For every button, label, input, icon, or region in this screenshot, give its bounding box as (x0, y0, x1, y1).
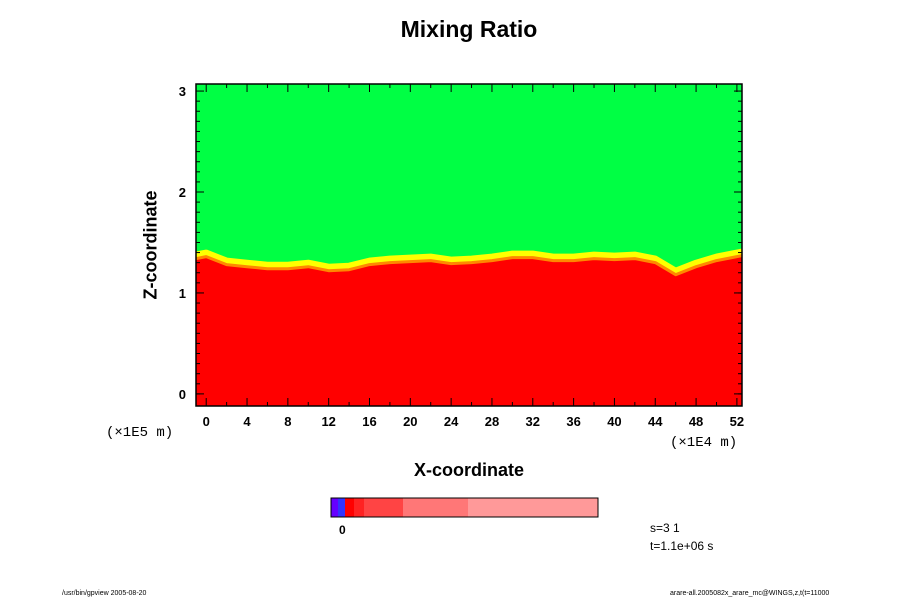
x-tick-label: 36 (566, 414, 580, 429)
footer-command: /usr/bin/gpview 2005-08-20 (62, 590, 147, 597)
chart-title: Mixing Ratio (400, 16, 538, 42)
x-tick-label: 12 (321, 414, 335, 429)
colorbar-zero-label: 0 (339, 523, 346, 537)
x-axis-label: X-coordinate (413, 460, 524, 480)
x-scale-label: (×1E4 m) (670, 435, 738, 451)
x-tick-label: 0 (203, 414, 210, 429)
interface-band (196, 248, 742, 274)
x-tick-label: 40 (607, 414, 621, 429)
colorbar (330, 497, 599, 518)
x-tick-label: 4 (243, 414, 251, 429)
y-axis-label: Z-coordinate (140, 190, 161, 300)
x-tick-label: 52 (730, 414, 744, 429)
x-tick-label: 32 (526, 414, 540, 429)
colorbar-segment (331, 498, 338, 517)
x-tick-label: 48 (689, 414, 703, 429)
colorbar-segment (403, 498, 468, 517)
colorbar-segment (364, 498, 403, 517)
y-scale-label: (×1E5 m) (106, 425, 174, 441)
step-label: s=3 1 (650, 521, 680, 535)
y-tick-label: 1 (179, 286, 186, 301)
plot-frame (195, 83, 743, 407)
x-axis: 0 4 8 12 16 20 24 28 32 36 40 44 48 52 (203, 84, 744, 429)
y-tick-label: 0 (179, 387, 186, 402)
interface-band-inner (196, 254, 742, 277)
x-tick-label: 16 (362, 414, 376, 429)
x-tick-label: 8 (284, 414, 291, 429)
y-tick-label: 2 (179, 185, 186, 200)
colorbar-segment (345, 498, 354, 517)
colorbar-frame (330, 497, 599, 518)
colorbar-segment (354, 498, 364, 517)
heatmap-field (196, 84, 742, 406)
footer-source: arare-all.2005082x_arare_mc@WINGS,z,t(t=… (670, 590, 830, 597)
lower-region (196, 251, 742, 406)
x-tick-label: 24 (444, 414, 459, 429)
x-tick-label: 28 (485, 414, 499, 429)
y-axis: 0 1 2 3 (179, 84, 742, 402)
time-label: t=1.1e+06 s (650, 539, 714, 553)
colorbar-segment (468, 498, 598, 517)
colorbar-segment (338, 498, 345, 517)
x-tick-label: 44 (648, 414, 663, 429)
x-tick-label: 20 (403, 414, 417, 429)
y-tick-label: 3 (179, 84, 186, 99)
